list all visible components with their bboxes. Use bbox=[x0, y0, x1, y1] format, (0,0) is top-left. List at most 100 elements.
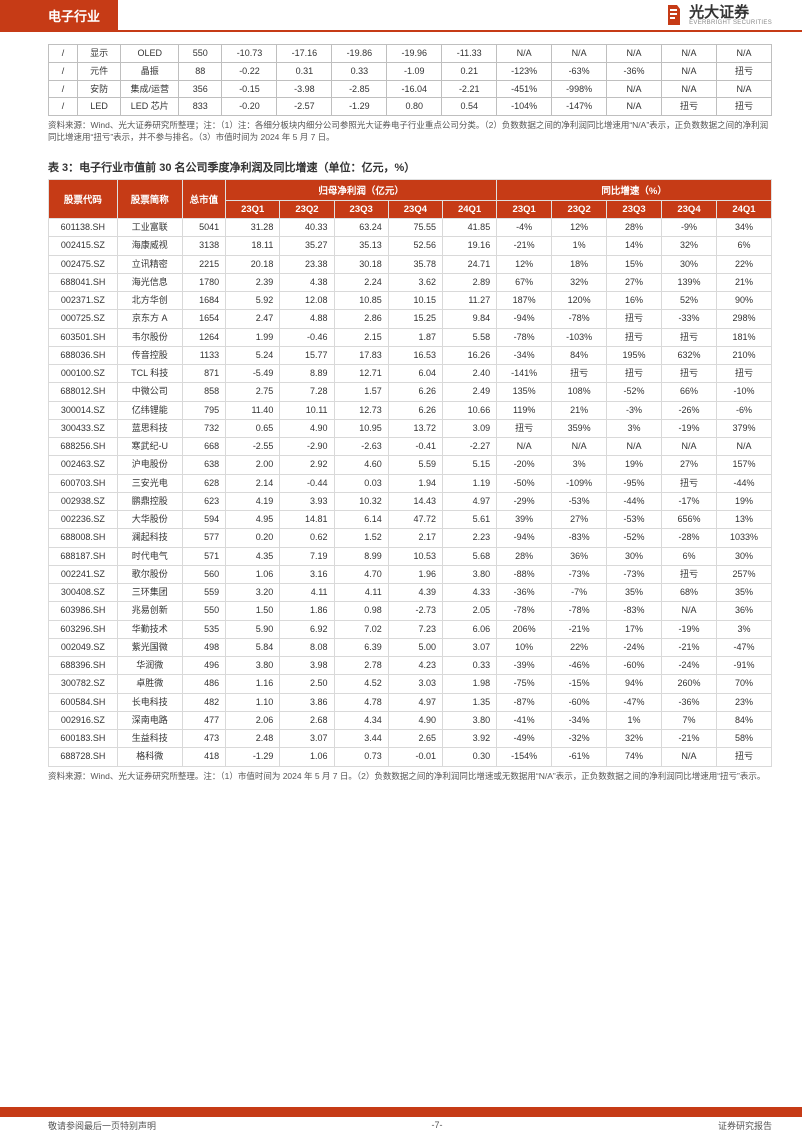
table-cell: 0.20 bbox=[226, 529, 280, 547]
table-cell: 6.26 bbox=[388, 383, 442, 401]
table-row: 688041.SH海光信息17802.394.382.243.622.8967%… bbox=[49, 273, 772, 291]
table-row: 300433.SZ蓝思科技7320.654.9010.9513.723.09扭亏… bbox=[49, 419, 772, 437]
table-cell: 2.92 bbox=[280, 456, 334, 474]
table-cell: 4.95 bbox=[226, 511, 280, 529]
table-cell: -0.15 bbox=[222, 80, 277, 98]
table-cell: -20% bbox=[497, 456, 552, 474]
table-cell: 732 bbox=[182, 419, 225, 437]
table-row: /元件晶振88-0.220.310.33-1.090.21-123%-63%-3… bbox=[49, 62, 772, 80]
table-cell: 沪电股份 bbox=[117, 456, 182, 474]
header-left: 电子行业 bbox=[0, 0, 118, 30]
table-cell: 5.59 bbox=[388, 456, 442, 474]
table-cell: 集成/运营 bbox=[121, 80, 179, 98]
table-cell: 19% bbox=[716, 492, 771, 510]
table-cell: 002475.SZ bbox=[49, 255, 118, 273]
table-cell: -44% bbox=[716, 474, 771, 492]
table-cell: 6.06 bbox=[442, 620, 496, 638]
table-cell: 扭亏 bbox=[716, 365, 771, 383]
table-cell: / bbox=[49, 80, 78, 98]
table-cell: 3.80 bbox=[226, 657, 280, 675]
table-cell: 5.90 bbox=[226, 620, 280, 638]
table-cell: 656% bbox=[662, 511, 717, 529]
table-cell: -2.21 bbox=[442, 80, 497, 98]
table-cell: 扭亏 bbox=[497, 419, 552, 437]
segment-table: /显示OLED550-10.73-17.16-19.86-19.96-11.33… bbox=[48, 44, 772, 116]
table-cell: -1.29 bbox=[226, 748, 280, 766]
table-cell: 三安光电 bbox=[117, 474, 182, 492]
footer-left: 敬请参阅最后一页特别声明 bbox=[48, 1119, 156, 1132]
table-cell: 30% bbox=[662, 255, 717, 273]
table-row: 688008.SH澜起科技5770.200.621.522.172.23-94%… bbox=[49, 529, 772, 547]
table-cell: 兆易创新 bbox=[117, 602, 182, 620]
table-row: 002241.SZ歌尔股份5601.063.164.701.963.80-88%… bbox=[49, 565, 772, 583]
col-group-header: 归母净利润（亿元） bbox=[226, 180, 497, 201]
table-cell: 39% bbox=[497, 511, 552, 529]
table-cell: 8.08 bbox=[280, 638, 334, 656]
table-cell: -26% bbox=[662, 401, 717, 419]
table-cell: 63.24 bbox=[334, 219, 388, 237]
table-row: 002916.SZ深南电路4772.062.684.344.903.80-41%… bbox=[49, 711, 772, 729]
table-cell: 1654 bbox=[182, 310, 225, 328]
table-cell: -5.49 bbox=[226, 365, 280, 383]
table-cell: 6% bbox=[662, 547, 717, 565]
table-cell: 10% bbox=[497, 638, 552, 656]
table-cell: 4.78 bbox=[334, 693, 388, 711]
table-cell: 688187.SH bbox=[49, 547, 118, 565]
table-cell: 扭亏 bbox=[607, 365, 662, 383]
table-cell: 1.16 bbox=[226, 675, 280, 693]
table-cell: 35.78 bbox=[388, 255, 442, 273]
table-row: /安防集成/运营356-0.15-3.98-2.85-16.04-2.21-45… bbox=[49, 80, 772, 98]
table-cell: 623 bbox=[182, 492, 225, 510]
table-cell: 688728.SH bbox=[49, 748, 118, 766]
table-row: 002049.SZ紫光国微4985.848.086.395.003.0710%2… bbox=[49, 638, 772, 656]
table-cell: 扭亏 bbox=[607, 310, 662, 328]
table-cell: 3.93 bbox=[280, 492, 334, 510]
table-cell: 688396.SH bbox=[49, 657, 118, 675]
table-cell: 58% bbox=[716, 730, 771, 748]
table-cell: 6.04 bbox=[388, 365, 442, 383]
table-cell: 15.77 bbox=[280, 346, 334, 364]
table-cell: -34% bbox=[497, 346, 552, 364]
table-cell: 4.90 bbox=[388, 711, 442, 729]
table-cell: 10.15 bbox=[388, 292, 442, 310]
table-cell: -63% bbox=[552, 62, 607, 80]
table-cell: 5.24 bbox=[226, 346, 280, 364]
table-cell: 119% bbox=[497, 401, 552, 419]
table-cell: 260% bbox=[662, 675, 717, 693]
table-cell: 20.18 bbox=[226, 255, 280, 273]
table-cell: -998% bbox=[552, 80, 607, 98]
table-cell: -78% bbox=[497, 328, 552, 346]
table-cell: 0.30 bbox=[442, 748, 496, 766]
table-cell: 12.71 bbox=[334, 365, 388, 383]
table-cell: 559 bbox=[182, 584, 225, 602]
table-cell: 1.57 bbox=[334, 383, 388, 401]
table-cell: 5.15 bbox=[442, 456, 496, 474]
footer-right: 证券研究报告 bbox=[718, 1119, 772, 1132]
table-cell: 23% bbox=[716, 693, 771, 711]
table-cell: -29% bbox=[497, 492, 552, 510]
table-cell: -19.96 bbox=[387, 45, 442, 63]
table-cell: -451% bbox=[497, 80, 552, 98]
table-cell: -123% bbox=[497, 62, 552, 80]
table-cell: -1.29 bbox=[332, 98, 387, 116]
table-cell: -60% bbox=[607, 657, 662, 675]
table-cell: 002371.SZ bbox=[49, 292, 118, 310]
table-cell: 628 bbox=[182, 474, 225, 492]
table-cell: 120% bbox=[552, 292, 607, 310]
table-cell: 0.33 bbox=[442, 657, 496, 675]
table-cell: 安防 bbox=[77, 80, 120, 98]
table-cell: -95% bbox=[607, 474, 662, 492]
table-cell: 14.43 bbox=[388, 492, 442, 510]
table-cell: 7.28 bbox=[280, 383, 334, 401]
table-cell: -141% bbox=[497, 365, 552, 383]
col-subheader: 23Q1 bbox=[226, 201, 280, 219]
table-cell: 歌尔股份 bbox=[117, 565, 182, 583]
table-row: 300408.SZ三环集团5593.204.114.114.394.33-36%… bbox=[49, 584, 772, 602]
table-cell: 扭亏 bbox=[662, 474, 717, 492]
table-row: 688036.SH传音控股11335.2415.7717.8316.5316.2… bbox=[49, 346, 772, 364]
table-cell: 3.20 bbox=[226, 584, 280, 602]
table-cell: -21% bbox=[497, 237, 552, 255]
table-cell: 3.07 bbox=[280, 730, 334, 748]
brand-en: EVERBRIGHT SECURITIES bbox=[689, 20, 772, 26]
table-cell: 扭亏 bbox=[662, 565, 717, 583]
